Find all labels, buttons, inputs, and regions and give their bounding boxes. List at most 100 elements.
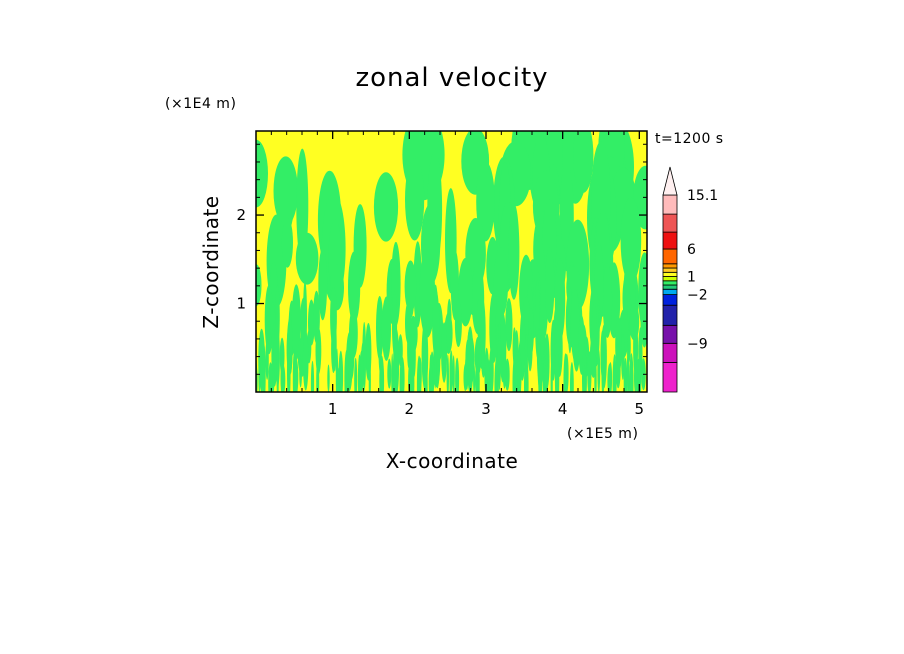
colorbar-segment-0 (662, 361, 678, 393)
plume-274 (276, 348, 279, 392)
plume-303 (550, 357, 553, 392)
y-axis-label: Z-coordinate (199, 195, 223, 328)
plume-87 (348, 251, 361, 324)
plume-267 (379, 355, 385, 392)
x-tick-label-2: 3 (481, 400, 491, 418)
colorbar: 15.1 6 1 −2 −9 (662, 166, 718, 393)
plume-245 (428, 363, 433, 392)
plume-238 (408, 360, 413, 392)
plume-265 (629, 362, 634, 392)
plume-216 (554, 351, 560, 392)
colorbar-segment-10 (662, 267, 678, 273)
plume-294 (638, 345, 642, 392)
plume-204 (333, 319, 337, 371)
y-tick-label-1: 2 (236, 206, 246, 224)
colorbar-segment-1 (662, 342, 678, 363)
plume-305 (473, 363, 476, 392)
plume-272 (434, 355, 437, 389)
plume-240 (612, 354, 617, 392)
plume-279 (344, 350, 349, 392)
plume-133 (489, 292, 498, 363)
plume-285 (357, 354, 362, 392)
plume-117 (570, 289, 580, 362)
plume-215 (327, 364, 330, 392)
plume-214 (446, 354, 449, 392)
plume-14 (405, 158, 425, 241)
plume-255 (262, 344, 266, 392)
y-unit-label: (×1E4 m) (165, 96, 236, 112)
x-axis-label: X-coordinate (386, 449, 519, 473)
colorbar-label-2: 1 (687, 270, 696, 286)
plume-222 (623, 357, 628, 392)
plume-296 (418, 357, 422, 392)
plume-103 (505, 298, 513, 352)
plume-53 (281, 217, 293, 268)
plume-284 (601, 345, 605, 392)
plume-234 (354, 357, 358, 392)
time-label: t=1200 s (655, 131, 724, 147)
plume-262 (516, 350, 522, 392)
field-plumes (256, 131, 647, 392)
plume-291 (449, 350, 453, 392)
plume-69 (419, 248, 436, 338)
plume-241 (280, 364, 286, 392)
plume-280 (400, 357, 405, 392)
plume-79 (256, 264, 262, 306)
colorbar-segment-3 (662, 304, 678, 326)
plume-257 (337, 367, 340, 392)
colorbar-label-3: −2 (687, 288, 708, 304)
plume-221 (524, 358, 529, 392)
plume-227 (258, 352, 261, 392)
plume-306 (594, 355, 597, 392)
plume-15 (373, 172, 399, 242)
plume-233 (489, 347, 494, 392)
plume-224 (455, 357, 460, 392)
colorbar-extend-arrow (662, 166, 678, 196)
plume-297 (544, 353, 548, 392)
plume-51 (620, 197, 642, 284)
plume-35 (295, 232, 319, 285)
chart-title: zonal velocity (355, 63, 548, 93)
plume-301 (564, 353, 569, 392)
x-tick-label-3: 4 (558, 400, 568, 418)
x-axis: 1 2 3 4 5 (270, 131, 644, 418)
plume-76 (404, 260, 417, 313)
plume-0 (256, 139, 268, 208)
plume-283 (392, 353, 397, 392)
colorbar-segment-13 (662, 231, 678, 250)
plume-295 (494, 356, 499, 392)
plume-49 (508, 203, 520, 300)
plume-26 (273, 156, 298, 226)
plume-8 (573, 131, 594, 193)
plume-213 (260, 356, 263, 392)
plume-304 (583, 364, 586, 392)
plot-area (256, 131, 647, 392)
colorbar-segment-2 (662, 324, 678, 344)
plume-298 (477, 357, 480, 392)
colorbar-segment-7 (662, 280, 678, 286)
plume-302 (607, 363, 612, 392)
plume-239 (299, 358, 302, 388)
plume-60 (318, 247, 328, 321)
plume-230 (387, 358, 392, 389)
plume-232 (615, 353, 621, 389)
plume-270 (316, 359, 320, 392)
plume-198 (527, 328, 533, 372)
plume-266 (485, 351, 490, 392)
colorbar-segment-14 (662, 213, 678, 233)
y-tick-label-0: 1 (236, 295, 246, 313)
colorbar-segment-4 (662, 294, 678, 306)
plume-299 (514, 359, 518, 392)
colorbar-label-1: 6 (687, 242, 696, 258)
plume-185 (441, 322, 448, 383)
colorbar-segment-11 (662, 263, 678, 269)
colorbar-segment-5 (662, 288, 678, 295)
x-tick-label-0: 1 (328, 400, 338, 418)
plume-77 (602, 263, 613, 338)
plume-243 (626, 343, 630, 392)
colorbar-label-0: 15.1 (687, 188, 718, 204)
plume-290 (424, 358, 428, 392)
plume-249 (538, 353, 543, 392)
plume-199 (407, 328, 411, 369)
